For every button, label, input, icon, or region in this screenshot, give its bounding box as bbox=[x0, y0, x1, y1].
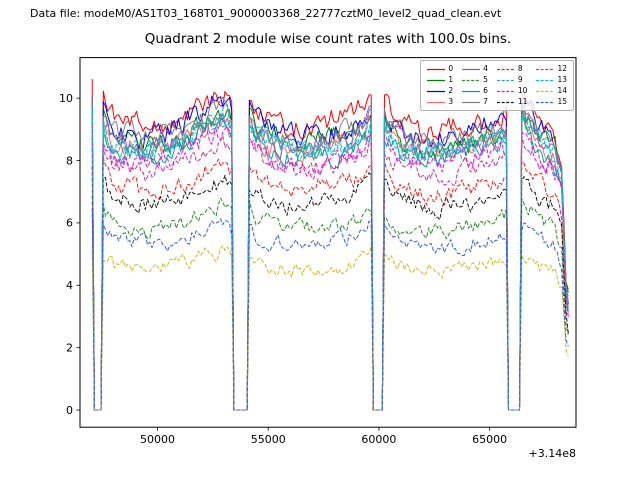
y-tick-label: 10 bbox=[59, 92, 73, 105]
x-tick-label: 55000 bbox=[251, 433, 286, 446]
series-line-6 bbox=[91, 113, 569, 411]
legend-label: 14 bbox=[557, 86, 567, 95]
series-line-7 bbox=[91, 96, 569, 411]
series-line-12 bbox=[91, 135, 569, 411]
series-line-4 bbox=[91, 94, 569, 411]
legend-line-sample bbox=[462, 68, 481, 70]
legend-item-3: 3 bbox=[427, 97, 453, 107]
legend-line-sample bbox=[427, 101, 446, 103]
series-line-15 bbox=[91, 209, 569, 411]
legend-label: 12 bbox=[557, 64, 567, 73]
legend-item-6: 6 bbox=[462, 86, 488, 96]
y-tick-label: 2 bbox=[66, 341, 73, 354]
series-line-5 bbox=[91, 195, 569, 411]
legend-item-0: 0 bbox=[427, 64, 453, 74]
legend-item-14: 14 bbox=[536, 86, 567, 96]
legend-item-1: 1 bbox=[427, 75, 453, 85]
legend-item-13: 13 bbox=[536, 75, 567, 85]
legend-item-12: 12 bbox=[536, 64, 567, 74]
legend-item-8: 8 bbox=[496, 64, 528, 74]
series-line-14 bbox=[91, 245, 569, 411]
y-tick-label: 8 bbox=[66, 154, 73, 167]
legend-line-sample bbox=[536, 90, 555, 92]
legend-label: 5 bbox=[483, 75, 488, 84]
legend-label: 9 bbox=[517, 75, 523, 84]
y-tick-label: 6 bbox=[66, 217, 73, 230]
legend-label: 7 bbox=[483, 97, 488, 106]
legend-line-sample bbox=[462, 90, 481, 92]
x-tick-label: 50000 bbox=[140, 433, 175, 446]
legend-label: 0 bbox=[448, 64, 454, 73]
series-line-13 bbox=[91, 104, 569, 411]
x-tick-label: 60000 bbox=[361, 433, 396, 446]
legend-line-sample bbox=[462, 79, 481, 81]
legend-label: 2 bbox=[448, 86, 454, 95]
legend-line-sample bbox=[427, 90, 446, 92]
y-tick-label: 0 bbox=[66, 404, 73, 417]
legend-label: 11 bbox=[517, 97, 528, 106]
legend: 0 1 2 3 4 5 6 7 8 9 10 11 12 13 14 15 bbox=[420, 60, 574, 111]
legend-item-5: 5 bbox=[462, 75, 488, 85]
legend-line-sample bbox=[427, 79, 446, 81]
legend-line-sample bbox=[496, 68, 515, 70]
series-line-0 bbox=[91, 78, 569, 411]
chart-title: Quadrant 2 module wise count rates with … bbox=[144, 31, 512, 47]
legend-label: 10 bbox=[517, 86, 528, 95]
x-axis-offset-text: +3.14e8 bbox=[528, 447, 576, 460]
legend-label: 8 bbox=[517, 64, 523, 73]
legend-item-10: 10 bbox=[496, 86, 528, 96]
series-line-9 bbox=[91, 105, 569, 411]
legend-line-sample bbox=[536, 79, 555, 81]
legend-label: 1 bbox=[448, 75, 454, 84]
legend-item-7: 7 bbox=[462, 97, 488, 107]
series-line-8 bbox=[91, 148, 569, 411]
datafile-label: Data file: modeM0/AS1T03_168T01_90000033… bbox=[30, 7, 502, 20]
legend-label: 4 bbox=[483, 64, 488, 73]
legend-label: 6 bbox=[483, 86, 488, 95]
legend-line-sample bbox=[496, 79, 515, 81]
series-line-11 bbox=[91, 166, 569, 411]
legend-label: 13 bbox=[557, 75, 567, 84]
legend-line-sample bbox=[496, 101, 515, 103]
legend-line-sample bbox=[496, 90, 515, 92]
legend-line-sample bbox=[536, 101, 555, 103]
legend-label: 15 bbox=[557, 97, 567, 106]
legend-line-sample bbox=[536, 68, 555, 70]
x-tick-label: 65000 bbox=[472, 433, 507, 446]
legend-item-2: 2 bbox=[427, 86, 453, 96]
legend-label: 3 bbox=[448, 97, 454, 106]
axes-frame bbox=[79, 57, 577, 428]
legend-line-sample bbox=[427, 68, 446, 70]
legend-item-4: 4 bbox=[462, 64, 488, 74]
legend-item-15: 15 bbox=[536, 97, 567, 107]
legend-item-9: 9 bbox=[496, 75, 528, 85]
legend-item-11: 11 bbox=[496, 97, 528, 107]
legend-line-sample bbox=[462, 101, 481, 103]
series-line-10 bbox=[91, 124, 569, 411]
y-tick-label: 4 bbox=[66, 279, 73, 292]
series-line-2 bbox=[91, 95, 569, 411]
